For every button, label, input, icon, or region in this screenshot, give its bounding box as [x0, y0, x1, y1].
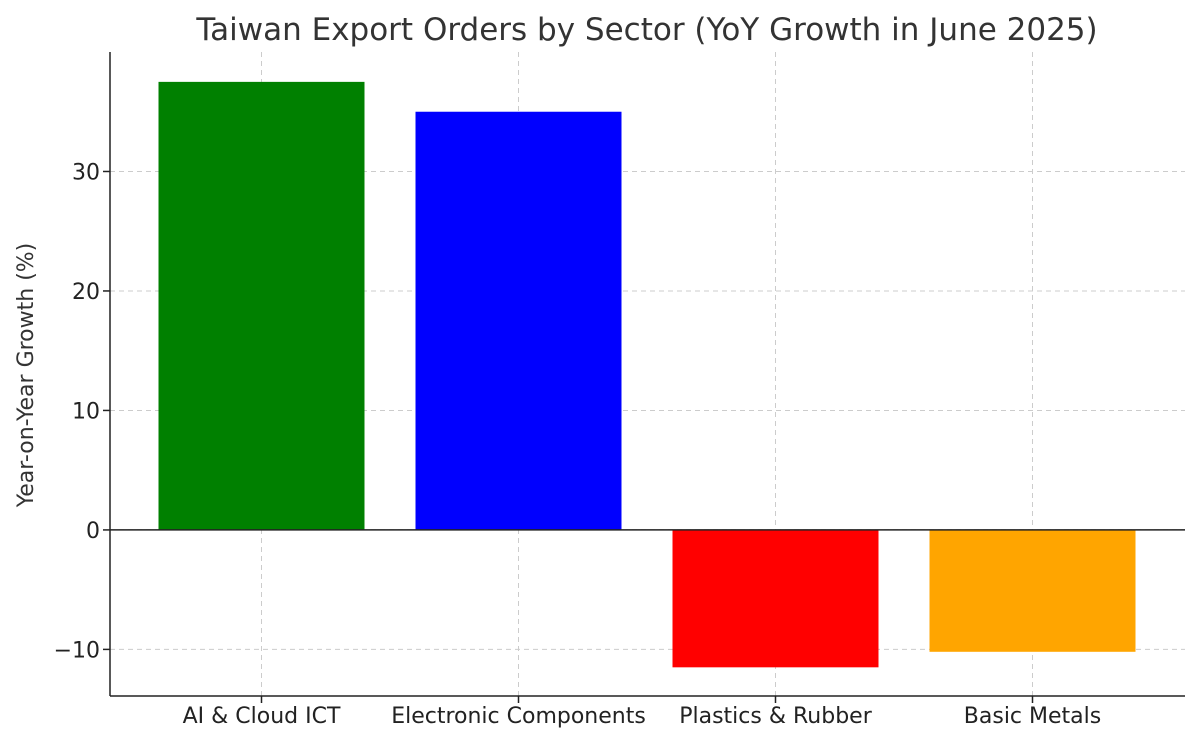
bar-basic-metals	[929, 529, 1136, 652]
x-tick-label: Electronic Components	[391, 704, 646, 729]
x-tick-label: Plastics & Rubber	[679, 704, 872, 729]
y-axis-label: Year-on-Year Growth (%)	[14, 243, 39, 509]
x-ticks: AI & Cloud ICT Electronic Components Plast…	[183, 696, 1101, 729]
bar-plastics-rubber	[672, 529, 879, 668]
x-gridlines	[261, 52, 1033, 696]
bars	[158, 81, 1136, 668]
y-tick-label: 10	[72, 399, 100, 424]
y-tick-label: −10	[54, 638, 100, 663]
chart-title: Taiwan Export Orders by Sector (YoY Grow…	[195, 12, 1097, 48]
y-ticks: −10 0 10 20 30	[54, 160, 110, 663]
y-tick-label: 0	[86, 519, 100, 544]
x-tick-label: AI & Cloud ICT	[183, 704, 341, 729]
bar-ai-cloud-ict	[158, 81, 365, 530]
y-tick-label: 20	[72, 280, 100, 305]
bar-electronic-components	[415, 111, 622, 530]
y-tick-label: 30	[72, 160, 100, 185]
x-tick-label: Basic Metals	[964, 704, 1101, 729]
